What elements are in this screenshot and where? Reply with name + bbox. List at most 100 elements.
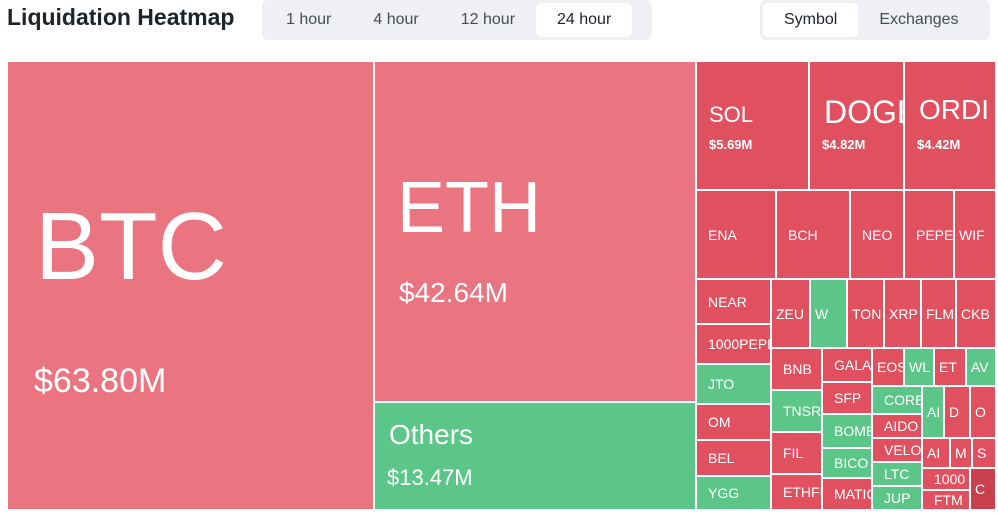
tile[interactable]: ETHFI xyxy=(771,474,822,510)
tile-label: NEO xyxy=(862,226,893,243)
tile-label: AV xyxy=(971,359,989,375)
tab[interactable]: 12 hour xyxy=(460,11,516,28)
tab[interactable]: Exchanges xyxy=(879,11,959,28)
tile[interactable]: BEL xyxy=(696,440,771,476)
tile-value: $63.80M xyxy=(34,362,167,400)
tile-label: Others xyxy=(389,419,474,450)
tile[interactable]: S xyxy=(972,438,996,468)
tile-label: C xyxy=(975,481,986,497)
tile[interactable]: NEAR xyxy=(696,279,771,324)
tile[interactable]: C xyxy=(970,468,996,510)
tile[interactable]: NEO xyxy=(850,190,904,279)
tile[interactable]: BNB xyxy=(771,348,822,390)
tab[interactable]: 24 hour xyxy=(536,3,633,37)
tile[interactable]: BICO xyxy=(822,448,872,478)
tile[interactable]: Others $13.47M xyxy=(374,402,696,510)
tile[interactable]: AI xyxy=(922,386,944,438)
tile[interactable]: GALA xyxy=(822,348,872,382)
tile[interactable]: CORE xyxy=(872,386,922,414)
tile-label: ENA xyxy=(708,226,737,243)
tile-label: 1000PEPE xyxy=(708,336,771,352)
tile-label: FTM xyxy=(934,492,963,508)
tile[interactable]: ZEU xyxy=(771,279,810,348)
tile[interactable]: LTC xyxy=(872,462,922,486)
tile[interactable]: SOL $5.69M xyxy=(696,61,809,190)
tile[interactable]: MATIC xyxy=(822,478,872,510)
tile-label: MATIC xyxy=(834,486,871,502)
tile[interactable]: FIL xyxy=(771,432,822,474)
tile-label: JTO xyxy=(708,376,735,392)
tile-label: W xyxy=(815,305,829,322)
tile[interactable]: WIF xyxy=(954,190,996,279)
tile-label: M xyxy=(955,445,967,461)
tile[interactable]: WL xyxy=(904,348,934,386)
tile-label: LTC xyxy=(884,466,910,482)
tile[interactable]: VELO xyxy=(872,438,922,462)
tile-label: WL xyxy=(909,359,930,375)
tile[interactable]: D xyxy=(944,386,970,438)
tile[interactable]: BTC $63.80M xyxy=(7,61,374,510)
tile-label: ZEU xyxy=(776,305,804,322)
tile[interactable]: OM xyxy=(696,404,771,440)
tile[interactable]: JUP xyxy=(872,486,922,510)
tile-label: SOL xyxy=(709,102,754,127)
tile-label: AIDO xyxy=(884,418,919,434)
tile-label: WIF xyxy=(959,226,985,243)
tile-label: YGG xyxy=(708,485,740,501)
tab[interactable]: 1 hour xyxy=(286,11,332,28)
tab[interactable]: Symbol xyxy=(763,3,859,37)
tile-label: JUP xyxy=(884,490,911,506)
tile[interactable]: CKB xyxy=(956,279,996,348)
tile[interactable]: BCH xyxy=(776,190,850,279)
tile-label: EOS xyxy=(877,359,904,375)
tile[interactable]: DOGE $4.82M xyxy=(809,61,904,190)
tile[interactable]: AV xyxy=(966,348,996,386)
tile[interactable]: JTO xyxy=(696,364,771,404)
tile-label: ET xyxy=(939,359,957,375)
tile[interactable]: 1000 xyxy=(922,468,970,490)
tile[interactable]: TON xyxy=(847,279,884,348)
tab[interactable]: 4 hour xyxy=(373,11,419,28)
tile[interactable]: FTM xyxy=(922,490,970,510)
tile[interactable]: ET xyxy=(934,348,966,386)
tile[interactable]: 1000PEPE xyxy=(696,324,771,364)
tile-label: ORDI xyxy=(919,94,989,125)
tile-label: BEL xyxy=(708,450,735,466)
tile[interactable]: ENA xyxy=(696,190,776,279)
tile[interactable]: ETH $42.64M xyxy=(374,61,696,402)
tile-label: XRP xyxy=(889,305,918,322)
title: Liquidation Heatmap xyxy=(7,4,235,30)
tile[interactable]: O xyxy=(970,386,996,438)
tile-label: TON xyxy=(852,305,882,322)
tile[interactable]: EOS xyxy=(872,348,904,386)
tile[interactable]: AI xyxy=(922,438,950,468)
tile-label: NEAR xyxy=(708,293,747,310)
tile-label: FIL xyxy=(783,445,804,461)
tile-label: FLM xyxy=(926,305,954,322)
tile-label: BNB xyxy=(783,361,812,377)
tile[interactable]: W xyxy=(810,279,847,348)
tile-label: BTC xyxy=(35,193,227,300)
tile-label: CKB xyxy=(961,305,990,322)
tile[interactable]: FLM xyxy=(921,279,956,348)
tile-label: 1000 xyxy=(934,471,966,487)
tile[interactable]: AIDO xyxy=(872,414,922,438)
tile-label: AI xyxy=(927,445,941,461)
tile-label: ETHFI xyxy=(783,484,822,500)
tile[interactable]: TNSR xyxy=(771,390,822,432)
tile[interactable]: PEPE xyxy=(904,190,954,279)
tile[interactable]: BOME xyxy=(822,414,872,448)
tile-label: GALA xyxy=(834,357,872,373)
tile[interactable]: YGG xyxy=(696,476,771,510)
tile-label: O xyxy=(975,404,986,420)
tile[interactable]: SFP xyxy=(822,382,872,414)
tile-value: $4.42M xyxy=(917,137,961,152)
tile-value: $42.64M xyxy=(399,277,508,308)
tile[interactable]: ORDI $4.42M xyxy=(904,61,996,190)
tile[interactable]: XRP xyxy=(884,279,921,348)
tile-label: BOME xyxy=(834,423,872,439)
tile-value: $13.47M xyxy=(387,465,473,490)
tile-label: TNSR xyxy=(783,403,822,419)
tile[interactable]: M xyxy=(950,438,972,468)
